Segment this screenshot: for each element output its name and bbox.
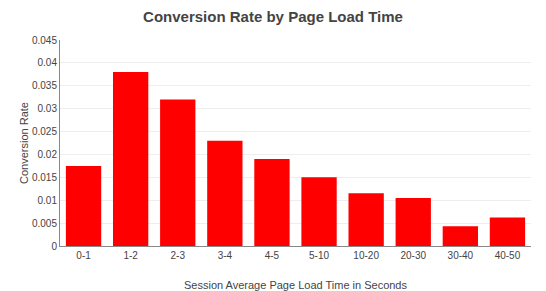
svg-text:Session Average Page Load Time: Session Average Page Load Time in Second… (184, 279, 408, 291)
svg-text:4-5: 4-5 (265, 250, 280, 261)
svg-text:5-10: 5-10 (309, 250, 329, 261)
svg-text:0.02: 0.02 (38, 149, 58, 160)
svg-text:0: 0 (51, 241, 57, 252)
svg-text:Conversion Rate by Page Load T: Conversion Rate by Page Load Time (143, 8, 403, 25)
svg-text:20-30: 20-30 (400, 250, 426, 261)
svg-text:0.005: 0.005 (32, 218, 57, 229)
svg-text:Conversion Rate: Conversion Rate (18, 102, 30, 184)
svg-text:2-3: 2-3 (171, 250, 186, 261)
svg-text:0.03: 0.03 (38, 103, 58, 114)
svg-text:1-2: 1-2 (123, 250, 138, 261)
svg-text:0.015: 0.015 (32, 172, 57, 183)
svg-text:0.01: 0.01 (38, 195, 58, 206)
svg-text:0.045: 0.045 (32, 35, 57, 46)
svg-text:30-40: 30-40 (448, 250, 474, 261)
svg-text:0-1: 0-1 (76, 250, 91, 261)
svg-text:0.035: 0.035 (32, 80, 57, 91)
svg-text:40-50: 40-50 (495, 250, 521, 261)
svg-text:0.025: 0.025 (32, 126, 57, 137)
svg-text:3-4: 3-4 (218, 250, 233, 261)
svg-text:0.04: 0.04 (38, 57, 58, 68)
svg-text:10-20: 10-20 (353, 250, 379, 261)
